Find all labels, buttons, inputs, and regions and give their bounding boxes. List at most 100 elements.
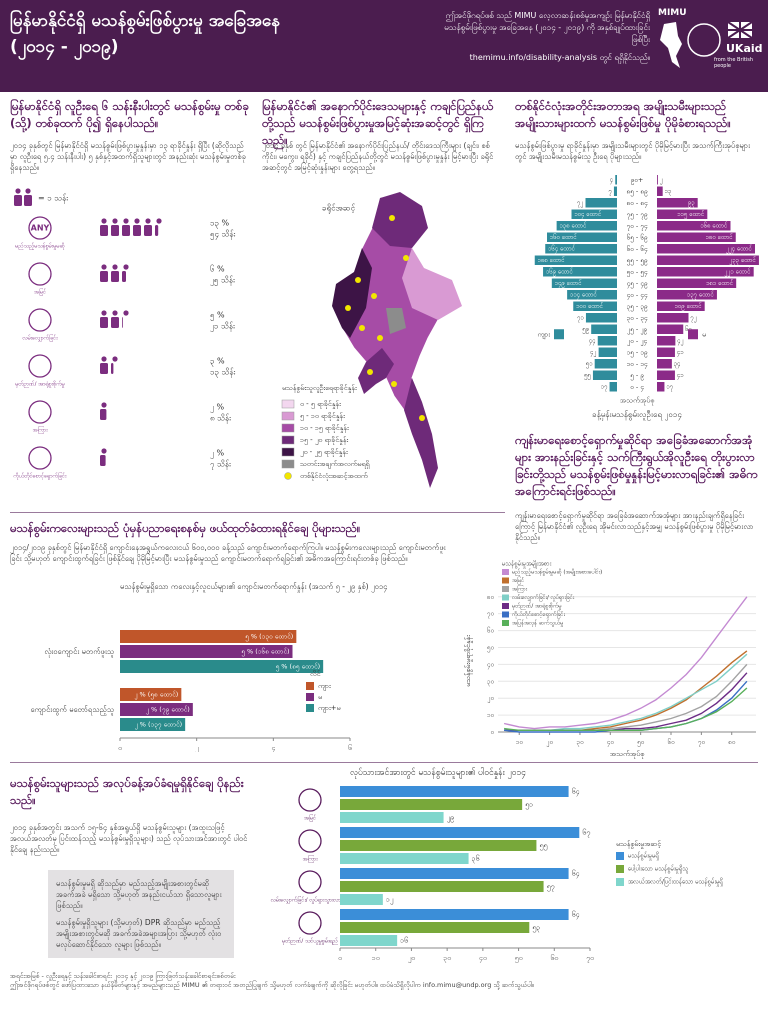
- age-label: ၇၅ - ၇၉: [626, 210, 647, 219]
- pyramid-bar: [615, 175, 617, 185]
- age-label: ၂၅ - ၂၉: [627, 325, 648, 334]
- value-label: ၆၀: [685, 325, 692, 333]
- unit-legend: [14, 188, 32, 206]
- x-tick-label: ၄: [271, 744, 275, 752]
- pyramid-bar: [598, 347, 617, 357]
- map-region: [332, 248, 372, 338]
- value-label: ၇၂: [691, 314, 697, 322]
- legend-swatch: [616, 865, 624, 873]
- x-tick-label: ၂၀: [546, 738, 553, 747]
- people-icons: [100, 448, 107, 466]
- map-region: [402, 248, 462, 320]
- section-title: မြန်မာနိုင်ငံရှိ လူဦးရေ ၆ သန်းနီးပါးတွင်…: [10, 99, 249, 130]
- pyramid-bar: [657, 186, 663, 196]
- y-tick-label: ၂၀: [487, 694, 494, 703]
- bar: [120, 630, 297, 643]
- age-label: ၂၀ - ၂၄: [627, 337, 648, 346]
- value-label: ၁၄၉ ထောင်: [554, 279, 583, 288]
- work-chart: ၀၁၀ ၂၀ ၃၀ ၄၀ ၅၀ ၆၀ ၇၀အမြင်၆၄၅၁၂၉အကြား၆၇၅၅၃၆လမ်…: [271, 786, 723, 963]
- section-text: ၂၀၁၄/၂၀၁၉ ခုနှစ်တွင် မြန်မာနိုင်ငံရှိ ကျ…: [10, 543, 446, 563]
- value-label: ၄၄: [589, 337, 596, 345]
- legend-label: ၁၀ - ၁၅ ရာခိုင်နှုန်း: [300, 424, 349, 433]
- line-series: [503, 596, 748, 730]
- years: (၂၀၁၄ - ၂၀၁၉): [10, 37, 119, 57]
- legend-swatch: [281, 411, 295, 421]
- value-label: ၄၂: [590, 349, 596, 357]
- logo-mimu: MIMU: [658, 8, 687, 18]
- line-series: [504, 653, 748, 731]
- percent-label: ၂ %: [210, 403, 224, 414]
- x-tick-label: ၀: [118, 744, 122, 752]
- value-label: ၁၈၈ ထောင်: [537, 256, 566, 264]
- count-label: ၅၄ သိန်း: [210, 229, 236, 241]
- count-label: ၁၃ သိန်း: [210, 367, 236, 379]
- header: [0, 0, 768, 92]
- pyramid-bar: [657, 232, 736, 242]
- value-label: ၂၂၁ ထောင်: [725, 267, 752, 276]
- map: ခရိုင်အဆင့်မသန်စွမ်းသူလူဦးရေရာခိုင်နှုန်…: [281, 191, 463, 490]
- legend-label: ၅ - ၁၀ ရာခိုင်နှုန်း: [300, 412, 345, 421]
- source: အရင်းအမြစ် - လူဦးရေနှင့် သန်းခေါင်စာရင်း…: [10, 972, 236, 980]
- legend-swatch: [281, 459, 295, 469]
- age-label: ၁၀ - ၁၄: [626, 360, 647, 369]
- section-title: တစ်နိုင်ငံလုံးအတိုင်းအတာအရ အမျိုးသမီးမျာ…: [515, 99, 731, 130]
- person-body: [111, 363, 114, 374]
- category-label: မှတ်ဉာဏ်/ သင်ယူမှုစွမ်းရည်: [282, 937, 338, 946]
- pyramid-bar: [585, 198, 617, 208]
- value-label: ၆၇: [582, 829, 590, 838]
- legend-label: ၀ - ၅ ရာခိုင်နှုန်း: [300, 400, 341, 409]
- people-chart: = ၁ သန်း ANY မည်သည့်မသန်စွမ်းမှုမဆို ၁၃ %၅၄…: [14, 188, 236, 481]
- legend-title: မသန်စွမ်းသူလူဦးရေရာခိုင်နှုန်း: [282, 384, 357, 393]
- legend-label: ကျား: [537, 330, 550, 339]
- age-label: ၈၅ - ၈၉: [626, 187, 648, 196]
- section-title: မသန်စွမ်းကလေးများသည် ပုံမှန်ပညာရေးစနစ်မှ…: [10, 521, 361, 535]
- x-tick-label: ၆၀: [550, 954, 558, 962]
- value-label: ၄၁: [677, 349, 684, 357]
- category-caption: ကိုယ်တိုင်စောင့်ရှောက်ခြင်း: [14, 471, 67, 481]
- legend-label: မ: [702, 330, 706, 338]
- x-tick-label: ၂: [194, 744, 198, 752]
- age-label: ၆၀ - ၆၄: [626, 245, 647, 254]
- person-head: [112, 310, 118, 316]
- legend-label: အလယ်အလတ်/ပြင်းထန်သော မသန်စွမ်းမှုရှိ: [628, 877, 723, 887]
- pyramid-bar: [657, 267, 754, 277]
- pyramid-bar: [534, 255, 617, 265]
- value-label: ၁၇: [665, 383, 673, 391]
- bar: [340, 840, 537, 851]
- age-label: ၃၅ - ၃၉: [626, 302, 647, 311]
- legend-swatch: [281, 447, 295, 457]
- category-icon: [298, 788, 322, 812]
- pyramid-bar: [657, 359, 672, 369]
- person-head: [101, 448, 107, 454]
- definition: မသန်စွမ်းမှုရှိသူများ (သို့မဟုတ်) DPR ဆိ…: [56, 918, 222, 949]
- legend-swatch: [502, 594, 509, 601]
- value-label: ၂ % (၅၈ ထောင်): [134, 691, 178, 700]
- definition: မသန်စွမ်းမှုမရှိ ဆိုသည်မှာ မည်သည့်အမျိုး…: [56, 879, 222, 910]
- y-tick-label: ၄၀: [487, 660, 495, 669]
- x-tick-label: ၇၀: [586, 954, 594, 963]
- pyramid-bar: [657, 290, 717, 300]
- pyramid-bar: [573, 301, 617, 311]
- value-label: ၂ % (၇၉ ထောင်): [146, 706, 190, 715]
- pyramid-bar: [657, 198, 698, 208]
- value-label: ၁၈၁ ထောင်: [705, 279, 734, 287]
- category-icon: [298, 829, 322, 853]
- pyramid-bar: [594, 359, 617, 369]
- bar: [340, 799, 523, 810]
- pyramid-bar: [657, 244, 755, 254]
- legend-swatch: [281, 399, 295, 409]
- category-icon: [28, 308, 52, 332]
- age-label: ၄၅ - ၄၉: [626, 279, 647, 288]
- pyramid-bar: [657, 313, 689, 323]
- pyramid-bar: [556, 221, 617, 231]
- person-body: [24, 195, 32, 206]
- value-label: ၆၄: [572, 911, 580, 920]
- category-label: အကြား: [302, 854, 318, 864]
- legend-label: လမ်းလျှောက်ခြင်း/ လှုပ်ရှားခြင်း: [512, 592, 575, 602]
- map-level: ခရိုင်အဆင့်: [322, 203, 355, 215]
- value-label: ၅၅: [583, 372, 591, 380]
- y-tick-label: ၃၀: [487, 677, 495, 686]
- value-label: ၂၂၄ ထောင်: [726, 244, 753, 253]
- category-caption: မည်သည့်မသန်စွမ်းမှုမဆို: [15, 242, 65, 251]
